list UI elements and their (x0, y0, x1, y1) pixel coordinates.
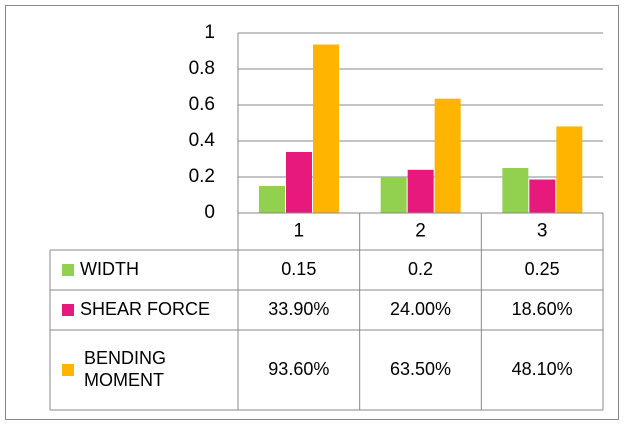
bar (529, 179, 556, 213)
y-tick-label: 0.2 (189, 166, 215, 187)
table-value: 93.60% (268, 359, 329, 379)
table-value: 33.90% (268, 299, 329, 319)
legend-swatch (62, 304, 74, 316)
table-value: 0.2 (408, 259, 433, 279)
legend-label: WIDTH (80, 259, 139, 279)
table-value: 0.15 (281, 259, 316, 279)
legend-label: SHEAR FORCE (80, 299, 210, 319)
y-tick-label: 0.6 (189, 94, 215, 115)
bar (313, 44, 339, 213)
bar (380, 177, 407, 213)
bar (434, 98, 461, 213)
table-value: 18.60% (512, 299, 573, 319)
bar (259, 186, 285, 213)
bar (502, 168, 529, 213)
legend-line: MOMENT (84, 370, 164, 390)
table-value: 63.50% (390, 359, 451, 379)
bar (286, 151, 312, 213)
x-tick-label: 3 (537, 221, 548, 242)
y-tick-label: 0 (204, 202, 215, 223)
table-value: 0.25 (525, 259, 560, 279)
bar (556, 126, 583, 213)
legend-line: BENDING (84, 348, 166, 368)
table-value: 48.10% (512, 359, 573, 379)
y-tick-label: 0.4 (189, 130, 216, 151)
x-tick-label: 1 (294, 221, 305, 242)
legend-swatch (62, 264, 74, 276)
y-tick-label: 0.8 (189, 58, 215, 79)
x-tick-label: 2 (415, 221, 426, 242)
bar (407, 169, 434, 213)
table-value: 24.00% (390, 299, 451, 319)
legend-label: BENDING MOMENT (84, 348, 166, 390)
legend-swatch (62, 364, 74, 376)
y-tick-label: 1 (204, 22, 215, 43)
